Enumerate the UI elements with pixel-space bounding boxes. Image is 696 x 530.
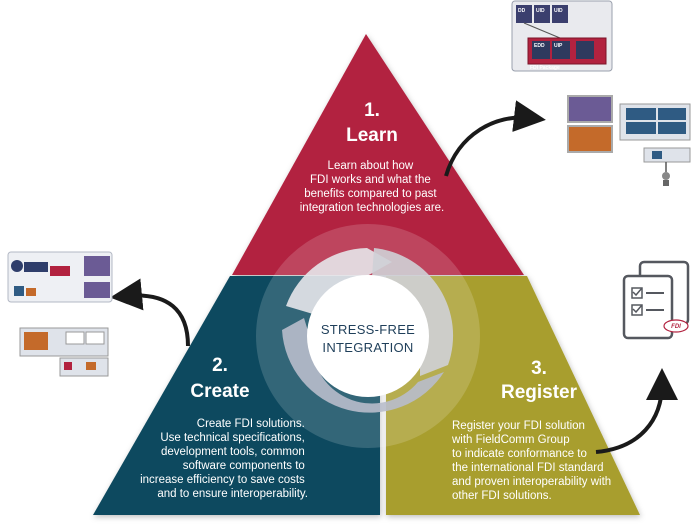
create-desc-line: increase efficiency to save costs bbox=[140, 474, 305, 486]
device-integration-icon bbox=[567, 95, 691, 186]
create-desc-line: software components to bbox=[183, 460, 305, 472]
learn-number: 1. bbox=[364, 100, 380, 121]
create-desc-line: Create FDI solutions. bbox=[197, 418, 305, 430]
development-tools-icon bbox=[7, 251, 113, 377]
create-title: Create bbox=[190, 381, 249, 402]
create-number: 2. bbox=[212, 355, 228, 376]
arrow-register-to-certificate-icon bbox=[595, 368, 678, 454]
register-number: 3. bbox=[531, 358, 547, 379]
learn-panel bbox=[232, 34, 524, 275]
cycle-segment-bottom bbox=[282, 318, 444, 413]
learn-description: Learn about how FDI works and what the b… bbox=[300, 160, 445, 214]
certificate-icon: FDI bbox=[622, 260, 690, 340]
arrow-create-to-tools-icon bbox=[110, 278, 190, 347]
arrow-learn-to-integration-icon bbox=[444, 100, 546, 177]
register-desc-line: and proven interoperability with bbox=[452, 476, 611, 488]
package-item-label: UID bbox=[536, 8, 545, 14]
fdi-package-icon: DD UID UID EDD UIP FDI Package bbox=[511, 0, 613, 72]
register-desc-line: to indicate conformance to bbox=[452, 448, 587, 460]
package-item-label: DD bbox=[518, 8, 526, 14]
learn-title: Learn bbox=[346, 125, 398, 146]
create-desc-line: development tools, common bbox=[161, 446, 305, 458]
cycle-segment-right bbox=[372, 248, 454, 376]
register-title: Register bbox=[501, 382, 578, 403]
cycle-ring bbox=[256, 224, 480, 448]
package-item-label: EDD bbox=[534, 43, 545, 49]
learn-desc-line: benefits compared to past bbox=[304, 188, 437, 200]
create-description: Create FDI solutions. Use technical spec… bbox=[140, 418, 308, 500]
register-desc-line: other FDI solutions. bbox=[452, 490, 552, 502]
register-desc-line: the international FDI standard bbox=[452, 462, 604, 474]
fdi-logo-text: FDI bbox=[671, 324, 681, 330]
center-label-line1: STRESS-FREE bbox=[321, 322, 415, 337]
fdi-package-label: FDI Package bbox=[530, 65, 560, 71]
create-desc-line: and to ensure interoperability. bbox=[157, 488, 308, 500]
learn-desc-line: Learn about how bbox=[328, 160, 414, 172]
center-circle bbox=[307, 275, 429, 397]
learn-desc-line: FDI works and what the bbox=[310, 174, 431, 186]
package-item-label: UIP bbox=[554, 43, 563, 49]
register-desc-line: Register your FDI solution bbox=[452, 420, 585, 432]
center-label-line2: INTEGRATION bbox=[322, 340, 413, 355]
learn-desc-line: integration technologies are. bbox=[300, 202, 445, 214]
package-item-label: UID bbox=[554, 8, 563, 14]
create-desc-line: Use technical specifications, bbox=[160, 432, 304, 444]
register-description: Register your FDI solution with FieldCom… bbox=[451, 420, 614, 502]
register-desc-line: with FieldComm Group bbox=[451, 434, 570, 446]
cycle-segment-top bbox=[286, 248, 392, 314]
